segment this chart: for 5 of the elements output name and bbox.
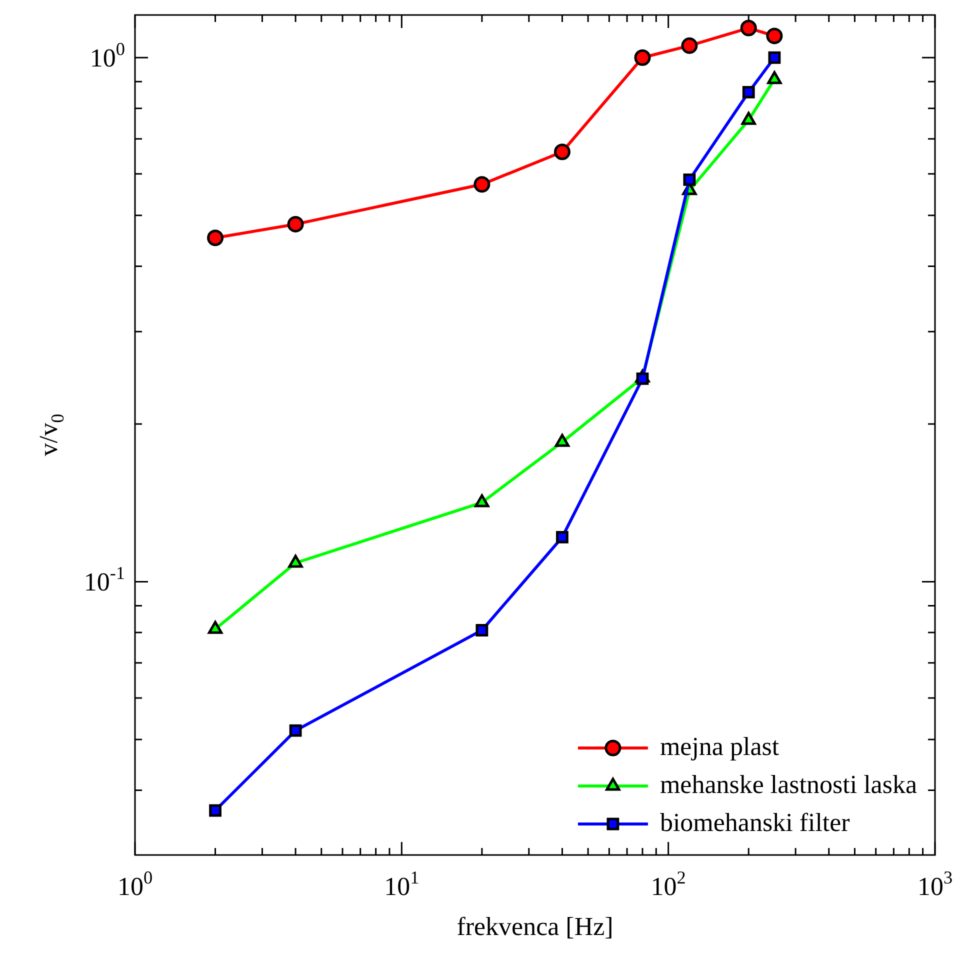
x-axis-title: frekvenca [Hz] xyxy=(456,912,614,941)
legend-label: biomehanski filter xyxy=(660,808,850,837)
legend-label: mehanske lastnosti laska xyxy=(660,770,918,799)
y-axis-title: v/v0 xyxy=(34,414,68,456)
legend-label: mejna plast xyxy=(660,732,780,761)
